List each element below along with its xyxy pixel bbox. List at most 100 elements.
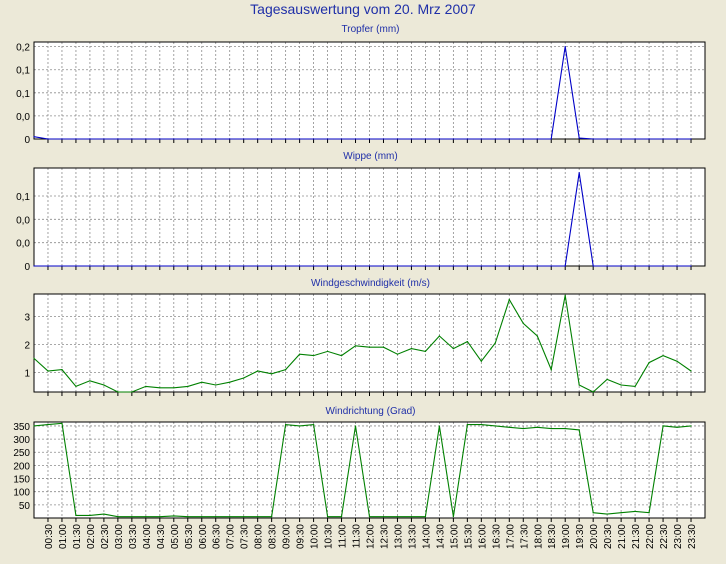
- data-point: [676, 360, 678, 362]
- x-tick-label: 22:30: [659, 524, 670, 549]
- series-line: [33, 422, 692, 518]
- x-tick-label: 13:00: [393, 524, 404, 549]
- data-point: [340, 355, 343, 357]
- data-point: [145, 385, 147, 387]
- data-point: [550, 369, 552, 371]
- y-tick-label: 150: [13, 475, 30, 486]
- data-point: [229, 516, 231, 518]
- data-point: [410, 265, 413, 267]
- data-point: [592, 138, 594, 140]
- data-point: [354, 138, 357, 140]
- data-point: [382, 138, 385, 140]
- data-point: [522, 427, 524, 430]
- data-point: [620, 512, 622, 514]
- data-point: [578, 172, 580, 174]
- data-point: [592, 512, 594, 514]
- data-point: [662, 355, 664, 357]
- data-point: [424, 350, 427, 352]
- data-point: [89, 265, 91, 267]
- data-point: [271, 138, 273, 140]
- data-point: [229, 138, 231, 140]
- data-point: [690, 138, 692, 140]
- data-point: [424, 265, 427, 267]
- data-point: [299, 425, 301, 427]
- data-point: [299, 265, 301, 267]
- data-point: [61, 265, 63, 267]
- data-point: [494, 425, 496, 427]
- data-point: [536, 138, 538, 140]
- data-point: [368, 346, 371, 348]
- data-point: [606, 378, 608, 380]
- data-point: [243, 516, 245, 518]
- x-tick-label: 08:00: [254, 524, 265, 549]
- data-point: [340, 138, 343, 140]
- data-point: [606, 138, 608, 140]
- y-tick-label: 50: [19, 501, 31, 512]
- x-tick-label: 02:00: [86, 524, 97, 549]
- y-tick-label: 0,1: [16, 89, 30, 100]
- data-point: [215, 516, 217, 518]
- data-point: [480, 424, 482, 426]
- x-tick-label: 20:30: [603, 524, 614, 549]
- data-point: [620, 138, 622, 140]
- data-point: [47, 138, 49, 140]
- x-tick-label: 06:00: [198, 524, 209, 549]
- data-point: [61, 369, 63, 371]
- data-point: [117, 265, 119, 267]
- chart-title: Tropfer (mm): [342, 24, 400, 35]
- data-point: [410, 348, 413, 350]
- data-point: [159, 516, 161, 518]
- data-point: [285, 424, 287, 426]
- data-point: [550, 427, 552, 430]
- data-point: [508, 265, 510, 267]
- data-point: [201, 381, 203, 383]
- data-point: [159, 138, 161, 140]
- y-tick-label: 0,0: [16, 112, 30, 123]
- data-point: [285, 369, 287, 371]
- data-point: [145, 138, 147, 140]
- data-point: [159, 387, 161, 389]
- data-point: [606, 513, 608, 515]
- chart-panel-4: 50 100 150 200 250 300 350 Windrichtung (Grad): [13, 406, 706, 522]
- data-point: [536, 265, 538, 267]
- data-point: [424, 516, 427, 518]
- data-point: [494, 342, 496, 344]
- data-point: [312, 355, 315, 357]
- x-tick-label: 07:00: [226, 524, 237, 549]
- data-point: [466, 138, 468, 140]
- data-point: [173, 515, 175, 517]
- data-point: [564, 294, 566, 296]
- data-point: [215, 138, 217, 140]
- data-point: [452, 516, 454, 518]
- data-point: [243, 138, 245, 140]
- data-point: [676, 426, 678, 428]
- x-tick-label: 08:30: [268, 524, 279, 549]
- y-tick-label: 250: [13, 448, 30, 459]
- series-line: [33, 46, 691, 140]
- data-point: [494, 265, 496, 267]
- chart-title: Windgeschwindigkeit (m/s): [311, 278, 430, 289]
- x-tick-label: 19:00: [561, 524, 572, 549]
- x-tick-label: 02:30: [100, 524, 111, 549]
- data-point: [131, 138, 133, 140]
- y-tick-label: 2: [24, 340, 30, 351]
- x-tick-label: 07:30: [240, 524, 251, 549]
- data-point: [33, 265, 35, 267]
- x-tick-label: 21:00: [617, 524, 628, 549]
- data-point: [89, 138, 91, 140]
- data-point: [75, 138, 77, 140]
- data-point: [676, 265, 678, 267]
- y-tick-label: 3: [24, 312, 30, 323]
- x-tick-label: 01:30: [72, 524, 83, 549]
- data-point: [676, 138, 678, 140]
- x-tick-label: 04:00: [142, 524, 153, 549]
- data-point: [480, 138, 482, 140]
- x-tick-label: 23:00: [673, 524, 684, 549]
- x-tick-label: 11:00: [338, 524, 349, 549]
- data-point: [368, 265, 371, 267]
- data-point: [326, 265, 329, 267]
- x-tick-label: 14:00: [421, 524, 432, 549]
- data-point: [466, 424, 468, 426]
- data-point: [103, 513, 105, 515]
- y-tick-label: 100: [13, 488, 30, 499]
